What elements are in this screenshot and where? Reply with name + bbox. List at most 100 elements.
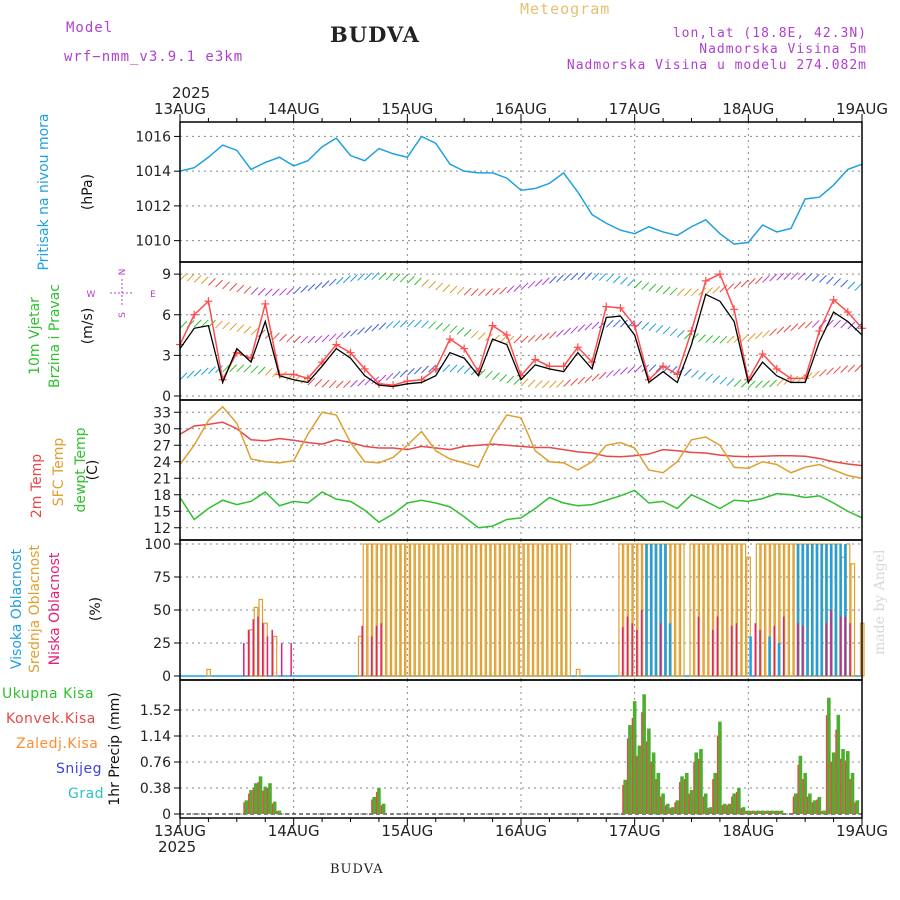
wind-barb — [414, 277, 422, 286]
wind-barb — [428, 280, 436, 289]
wind-barb — [414, 366, 422, 375]
temp2m-line — [179, 421, 863, 467]
wind-barb — [613, 319, 621, 328]
wind-barb — [243, 364, 252, 373]
precip-bar — [831, 752, 836, 814]
cloud-mid-bar — [372, 543, 377, 677]
wind-barb — [236, 284, 245, 293]
cloud-mid-bar — [708, 543, 714, 677]
legend-convective-rain: Konvek.Kisa — [6, 711, 96, 727]
wind-barb — [300, 335, 309, 344]
cloud-high-bar — [810, 544, 814, 676]
precip-bar — [808, 793, 812, 814]
wind-barb — [534, 333, 543, 342]
wind-barb — [648, 283, 657, 292]
precip-bar — [703, 793, 708, 814]
wind-barb — [584, 272, 593, 280]
cloud-mid-bar — [438, 543, 444, 677]
precip-bar — [798, 755, 803, 814]
cloud-mid-bar — [689, 543, 695, 677]
wind-barb — [698, 334, 706, 342]
precip-bar — [722, 803, 727, 814]
cloud-mid-bar — [575, 668, 581, 677]
precip-conv-bar — [849, 779, 851, 814]
cloud-mid-bar — [552, 543, 557, 677]
cloud-mid-bar — [419, 543, 425, 677]
wind-barb — [740, 334, 749, 342]
wind-barb — [847, 281, 856, 290]
precip-bar — [656, 772, 661, 814]
wind-barb — [492, 287, 500, 296]
wind-barb — [243, 325, 252, 334]
precip-conv-bar — [669, 808, 671, 814]
precip-conv-bar — [735, 791, 738, 814]
wind-barb — [357, 327, 365, 335]
y-tick-label: 0 — [162, 389, 171, 405]
wind-barb — [499, 374, 508, 382]
wind-barb — [478, 369, 486, 377]
cloud-mid-bar — [462, 543, 467, 677]
y-tick-label: 12 — [153, 521, 171, 537]
precip-bar — [765, 810, 770, 814]
precip-conv-bar — [622, 784, 624, 814]
wind-barb — [406, 275, 415, 284]
wind-barb — [463, 287, 472, 296]
wind-barb — [819, 275, 827, 283]
wind-barb — [826, 367, 834, 376]
wind-barb — [620, 276, 628, 285]
wind-barb — [392, 273, 401, 282]
cloud-high-bar — [834, 544, 838, 676]
wind-barb — [762, 380, 770, 388]
precip-bar — [277, 810, 282, 814]
altitude-label: Nadmorska Visina 5m — [699, 42, 867, 57]
x-label-top: 18AUG — [722, 100, 774, 118]
wind-barb — [343, 275, 351, 284]
wind-barb — [442, 364, 451, 373]
y-tick-label: 21 — [153, 471, 171, 487]
cloud-mid-bar — [405, 543, 410, 677]
precip-bar — [272, 801, 277, 814]
precip-conv-bar — [716, 735, 719, 814]
precip-bar — [377, 788, 381, 814]
wind-barb — [272, 332, 280, 341]
cloud-high-bar — [777, 643, 781, 676]
x-label-top: 17AUG — [609, 100, 661, 118]
precip-conv-bar — [745, 811, 747, 814]
wind-barb — [705, 373, 714, 382]
wind-barb — [726, 335, 735, 344]
wind-barb — [200, 276, 209, 285]
precip-bar — [684, 772, 689, 814]
wind-barb — [385, 272, 394, 281]
cloud-mid-bar — [362, 543, 368, 677]
cloud-mid-bar — [769, 543, 775, 677]
cloud-mid-bar — [779, 543, 785, 677]
wind-barb — [534, 380, 543, 388]
compass-icon: N W E S — [87, 269, 157, 318]
wind-barb — [378, 272, 387, 280]
precip-conv-bar — [840, 758, 842, 814]
cloud-mid-bar — [760, 543, 766, 677]
wind-barb — [229, 283, 238, 291]
wind-barb — [385, 321, 394, 329]
wind-barb — [350, 379, 358, 388]
cloud-mid-bar — [713, 543, 718, 677]
wind-barb — [300, 285, 309, 293]
wind-barb — [406, 319, 415, 328]
wind-barb — [541, 380, 550, 389]
precip-bar — [258, 776, 263, 814]
wind-barb — [399, 274, 408, 283]
cloud-high-bar — [825, 544, 828, 676]
wind-barb — [783, 324, 792, 333]
cloud-mid-bar — [741, 543, 747, 677]
wind-barb — [769, 273, 777, 282]
wind-barb — [470, 288, 479, 296]
precip-bar — [751, 810, 755, 814]
cloud-high-bar — [654, 544, 658, 676]
wind-barb — [321, 334, 330, 343]
cloud-mid-bar — [528, 543, 534, 677]
wind-barb — [520, 378, 529, 387]
year-top: 2025 — [172, 84, 211, 102]
precip-bar — [841, 749, 845, 814]
wind-barb — [627, 365, 635, 374]
